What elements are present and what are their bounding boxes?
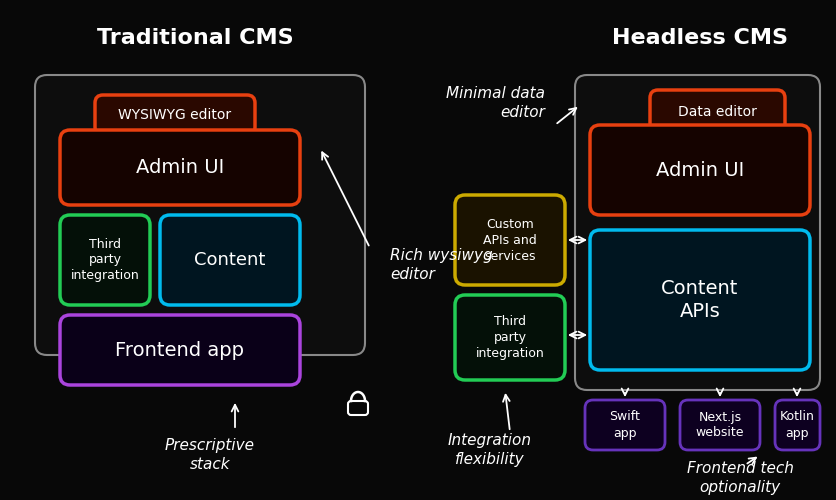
FancyBboxPatch shape: [455, 295, 564, 380]
FancyBboxPatch shape: [35, 75, 364, 355]
Text: Headless CMS: Headless CMS: [611, 28, 787, 48]
FancyBboxPatch shape: [95, 95, 255, 135]
FancyBboxPatch shape: [584, 400, 665, 450]
FancyBboxPatch shape: [589, 125, 809, 215]
FancyBboxPatch shape: [774, 400, 819, 450]
FancyBboxPatch shape: [60, 215, 150, 305]
FancyBboxPatch shape: [455, 195, 564, 285]
Text: WYSIWYG editor: WYSIWYG editor: [119, 108, 232, 122]
Text: Content: Content: [194, 251, 265, 269]
FancyBboxPatch shape: [160, 215, 299, 305]
Text: Third
party
integration: Third party integration: [475, 315, 543, 360]
Text: Rich wysiwyg
editor: Rich wysiwyg editor: [390, 248, 492, 282]
Text: Admin UI: Admin UI: [655, 160, 743, 180]
Text: Third
party
integration: Third party integration: [70, 238, 140, 282]
FancyBboxPatch shape: [574, 75, 819, 390]
Text: Frontend tech
optionality: Frontend tech optionality: [686, 461, 793, 495]
Text: Next.js
website: Next.js website: [695, 410, 743, 440]
Text: Custom
APIs and
services: Custom APIs and services: [482, 218, 536, 262]
Text: Content
APIs: Content APIs: [660, 279, 738, 322]
Text: Data editor: Data editor: [677, 106, 756, 120]
Text: Prescriptive
stack: Prescriptive stack: [165, 438, 255, 472]
FancyBboxPatch shape: [60, 130, 299, 205]
Text: Frontend app: Frontend app: [115, 340, 244, 359]
FancyBboxPatch shape: [650, 90, 784, 135]
FancyBboxPatch shape: [679, 400, 759, 450]
Text: Kotlin
app: Kotlin app: [779, 410, 814, 440]
FancyBboxPatch shape: [348, 401, 368, 415]
Text: Integration
flexibility: Integration flexibility: [447, 433, 532, 467]
Text: Traditional CMS: Traditional CMS: [97, 28, 293, 48]
FancyBboxPatch shape: [60, 315, 299, 385]
Text: Minimal data
editor: Minimal data editor: [446, 86, 544, 120]
Text: Admin UI: Admin UI: [135, 158, 224, 177]
Text: Swift
app: Swift app: [609, 410, 640, 440]
FancyBboxPatch shape: [589, 230, 809, 370]
